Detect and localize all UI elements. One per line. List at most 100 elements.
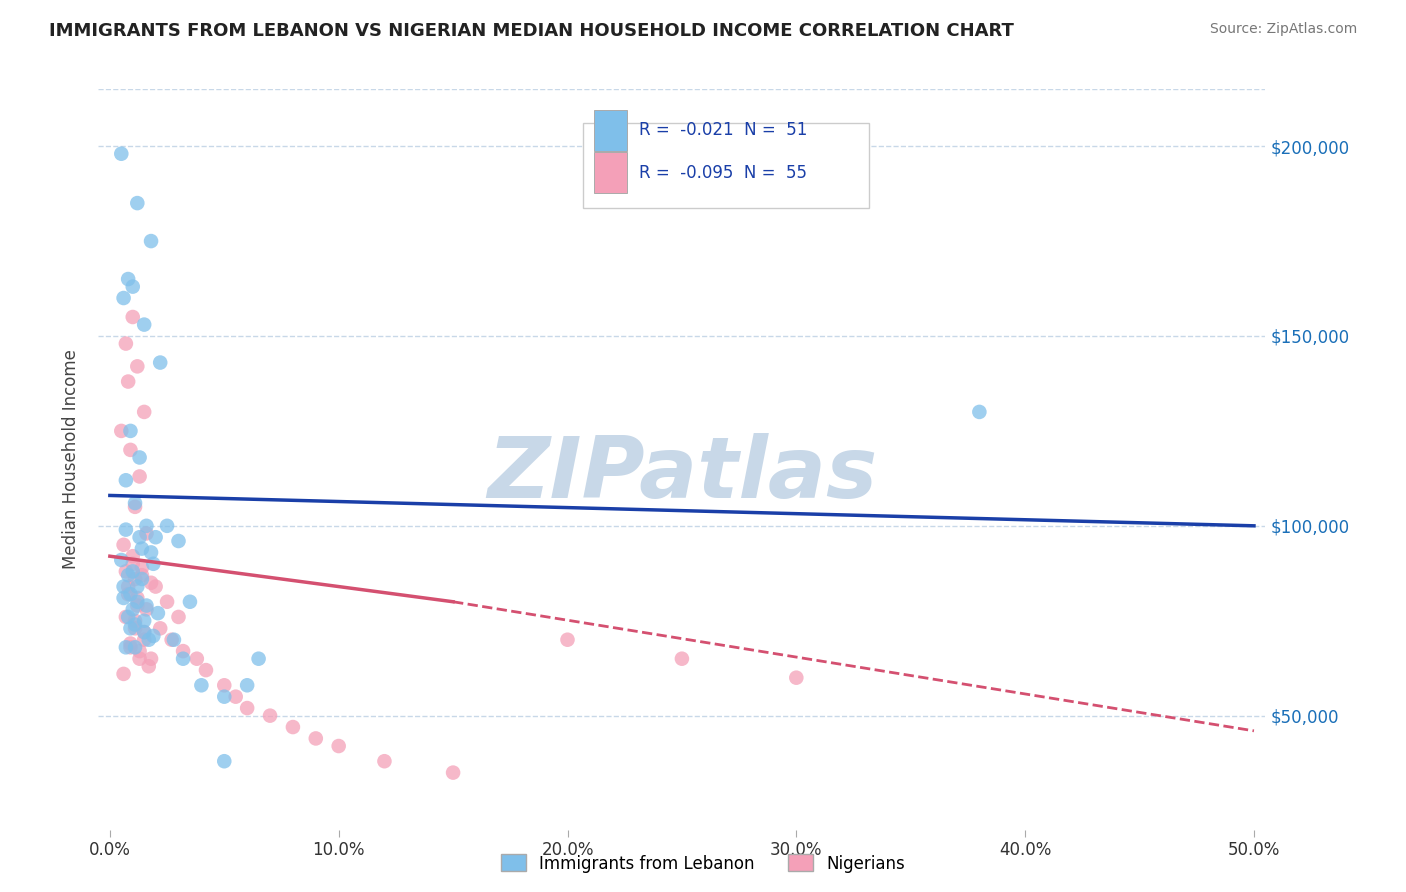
Point: [124, 621, 146, 635]
Point: [138, 632, 160, 647]
Point: [167, 534, 190, 549]
Bar: [595, 153, 627, 193]
Point: [115, 523, 138, 537]
Bar: [595, 110, 627, 151]
Point: [127, 595, 149, 609]
Point: [112, 666, 135, 681]
Point: [160, 632, 183, 647]
Point: [131, 541, 153, 556]
Point: [120, 587, 142, 601]
Point: [127, 196, 149, 211]
Point: [247, 651, 270, 665]
Point: [557, 632, 579, 647]
Point: [134, 625, 156, 640]
Point: [112, 538, 135, 552]
Point: [190, 678, 212, 692]
Point: [117, 568, 139, 582]
Point: [135, 526, 157, 541]
Point: [127, 591, 149, 605]
Point: [120, 621, 142, 635]
Point: [671, 651, 693, 665]
Point: [128, 450, 150, 465]
Point: [128, 644, 150, 658]
Text: R =  -0.095  N =  55: R = -0.095 N = 55: [638, 164, 807, 182]
Point: [135, 602, 157, 616]
Point: [124, 614, 146, 628]
Point: [149, 621, 172, 635]
Point: [127, 599, 149, 613]
Point: [135, 518, 157, 533]
Point: [785, 671, 807, 685]
Point: [134, 625, 156, 640]
Point: [134, 632, 156, 647]
Point: [134, 318, 156, 332]
Point: [214, 690, 236, 704]
Point: [259, 708, 281, 723]
Point: [128, 651, 150, 665]
Point: [969, 405, 991, 419]
Point: [124, 640, 146, 655]
Text: Source: ZipAtlas.com: Source: ZipAtlas.com: [1209, 22, 1357, 37]
Point: [142, 629, 165, 643]
Point: [145, 530, 167, 544]
Point: [142, 557, 165, 571]
Point: [121, 557, 143, 571]
Point: [139, 545, 162, 559]
Point: [373, 754, 395, 768]
Point: [120, 424, 142, 438]
Point: [163, 632, 186, 647]
Point: [124, 617, 146, 632]
Point: [131, 568, 153, 582]
Point: [124, 500, 146, 514]
Point: [121, 602, 143, 616]
Point: [121, 549, 143, 564]
Point: [110, 146, 132, 161]
Point: [117, 272, 139, 286]
Point: [134, 405, 156, 419]
Point: [117, 580, 139, 594]
Text: ZIPatlas: ZIPatlas: [486, 433, 877, 516]
Point: [115, 565, 138, 579]
Legend: Immigrants from Lebanon, Nigerians: Immigrants from Lebanon, Nigerians: [494, 847, 912, 880]
Point: [156, 595, 179, 609]
Point: [112, 291, 135, 305]
Point: [328, 739, 350, 753]
Point: [172, 651, 194, 665]
Point: [128, 530, 150, 544]
Point: [112, 580, 135, 594]
Point: [121, 565, 143, 579]
Point: [214, 754, 236, 768]
Point: [186, 651, 208, 665]
Point: [146, 606, 169, 620]
Point: [225, 690, 247, 704]
Point: [124, 572, 146, 586]
Point: [117, 375, 139, 389]
Point: [149, 355, 172, 369]
Point: [236, 678, 259, 692]
Text: R =  -0.021  N =  51: R = -0.021 N = 51: [638, 121, 807, 139]
Point: [172, 644, 194, 658]
Point: [139, 575, 162, 590]
Point: [167, 610, 190, 624]
Point: [441, 765, 464, 780]
Point: [128, 469, 150, 483]
Point: [115, 640, 138, 655]
Point: [194, 663, 217, 677]
Point: [115, 336, 138, 351]
Point: [117, 587, 139, 601]
Point: [135, 599, 157, 613]
Point: [121, 310, 143, 324]
Point: [110, 424, 132, 438]
Point: [139, 234, 162, 248]
Point: [236, 701, 259, 715]
Text: IMMIGRANTS FROM LEBANON VS NIGERIAN MEDIAN HOUSEHOLD INCOME CORRELATION CHART: IMMIGRANTS FROM LEBANON VS NIGERIAN MEDI…: [49, 22, 1014, 40]
Point: [179, 595, 201, 609]
Point: [131, 560, 153, 574]
Point: [127, 580, 149, 594]
Point: [139, 651, 162, 665]
Point: [115, 610, 138, 624]
Point: [134, 614, 156, 628]
Point: [121, 279, 143, 293]
Point: [138, 659, 160, 673]
Point: [124, 496, 146, 510]
